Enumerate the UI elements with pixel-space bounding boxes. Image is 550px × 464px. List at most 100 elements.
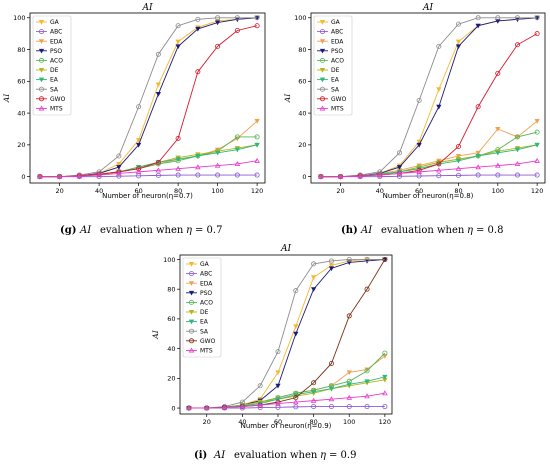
legend-swatch-marker — [39, 86, 45, 92]
data-point-pso — [195, 26, 201, 32]
data-point-gwo — [346, 313, 352, 319]
legend-item-gwo: GWO — [186, 338, 216, 345]
legend-item-ga: GA — [317, 19, 341, 26]
legend-label: MTS — [50, 106, 63, 113]
data-point-sa — [257, 383, 263, 389]
data-point-sa — [455, 21, 461, 27]
data-point-mts — [293, 399, 299, 405]
data-point-pso — [136, 142, 142, 148]
data-point-ea — [214, 150, 221, 156]
legend-item-eda: EDA — [36, 38, 63, 45]
series-line-mts — [320, 160, 538, 178]
data-point-abc — [382, 404, 388, 410]
series-ea — [186, 374, 388, 411]
data-point-sa — [396, 150, 402, 156]
data-point-ea — [293, 392, 299, 398]
data-point-pso — [416, 142, 422, 148]
data-point-mts — [475, 164, 481, 170]
x-tick-label: 20 — [336, 187, 344, 195]
data-point-mts — [239, 403, 246, 409]
caption-letter: (h) — [341, 225, 358, 236]
legend-label: ACO — [50, 58, 63, 65]
data-point-pso — [275, 383, 281, 389]
data-point-ea — [495, 150, 501, 156]
x-tick-label: 40 — [95, 187, 103, 195]
data-point-gwo — [436, 161, 442, 167]
data-point-abc — [364, 404, 370, 410]
data-point-mts — [135, 168, 142, 174]
y-tick-label: 80 — [167, 285, 175, 293]
series-line-pso — [39, 17, 258, 178]
chart-title: AI — [422, 3, 433, 13]
plot-frame — [179, 254, 393, 415]
legend-item-mts: MTS — [36, 105, 63, 113]
x-tick-label: 40 — [376, 187, 384, 195]
caption-value: = 0.7 — [195, 225, 222, 236]
data-point-gwo — [382, 256, 388, 262]
data-point-aco — [254, 134, 260, 140]
data-point-sa — [514, 15, 520, 21]
legend-item-de: DE — [317, 67, 340, 74]
data-point-mts — [436, 167, 442, 173]
legend: GA ABC EDA PSO ACO DE EA SA GWO MTS — [313, 15, 353, 116]
legend-item-sa: SA — [36, 86, 59, 93]
caption-letter: (g) — [60, 225, 76, 236]
data-point-gwo — [495, 70, 501, 76]
data-point-mts — [377, 172, 383, 178]
legend-label: EA — [50, 77, 59, 84]
legend-swatch-marker — [319, 77, 326, 83]
legend-label: MTS — [331, 106, 344, 113]
series-mts — [186, 390, 388, 411]
data-point-sa — [364, 256, 370, 262]
x-tick-label: 40 — [238, 418, 246, 426]
legend-swatch-marker — [38, 48, 45, 54]
data-point-ea — [275, 397, 281, 402]
legend-label: DE — [331, 67, 340, 74]
series-line-ea — [39, 144, 258, 178]
series-eda — [37, 119, 260, 180]
data-point-gwo — [534, 31, 540, 37]
data-point-pso — [475, 23, 481, 29]
data-point-mts — [328, 396, 335, 402]
caption-eta: η — [186, 225, 192, 236]
x-tick-label: 80 — [454, 187, 462, 195]
legend: GA ABC EDA PSO ACO DE EA SA GWO MTS — [182, 257, 222, 358]
data-point-gwo — [455, 143, 461, 149]
data-point-abc — [311, 404, 317, 410]
data-point-sa — [275, 349, 281, 355]
x-axis-label: Number of neuron(η=0.9) — [241, 422, 332, 430]
x-tick-label: 100 — [492, 187, 504, 195]
legend-item-aco: ACO — [186, 300, 213, 307]
data-point-sa — [311, 261, 317, 267]
x-tick-label: 120 — [251, 187, 263, 195]
series-line-de — [39, 144, 258, 178]
y-tick-label: 80 — [17, 46, 25, 54]
legend-label: MTS — [200, 348, 213, 355]
legend-item-ea: EA — [186, 319, 209, 326]
y-tick-label: 100 — [13, 14, 25, 22]
legend-label: GA — [50, 19, 60, 26]
legend-swatch-marker — [188, 310, 195, 315]
legend-swatch-marker — [319, 20, 326, 25]
data-point-sa — [346, 256, 352, 262]
series-aco — [37, 134, 260, 180]
series-line-gwo — [39, 25, 258, 178]
data-point-mts — [310, 397, 317, 403]
data-point-mts — [76, 173, 83, 179]
chart-panel-g: AI 0 20 40 60 80 100 20 40 60 80 100 120 Number of ne… — [2, 3, 266, 200]
caption-value: = 0.8 — [476, 225, 503, 236]
data-point-ea — [175, 157, 181, 162]
data-point-ga — [455, 39, 462, 45]
x-tick-label: 120 — [379, 418, 391, 426]
data-point-mts — [96, 172, 102, 178]
data-point-gwo — [155, 159, 161, 165]
legend-item-de: DE — [186, 309, 209, 316]
legend-item-sa: SA — [186, 328, 209, 335]
data-point-mts — [337, 173, 344, 179]
data-point-abc — [455, 172, 461, 178]
legend-label: ABC — [331, 29, 343, 36]
data-point-abc — [328, 404, 334, 410]
data-point-gwo — [254, 23, 260, 29]
legend: GA ABC EDA PSO ACO DE EA SA GWO MTS — [32, 15, 72, 116]
data-point-mts — [155, 167, 162, 173]
